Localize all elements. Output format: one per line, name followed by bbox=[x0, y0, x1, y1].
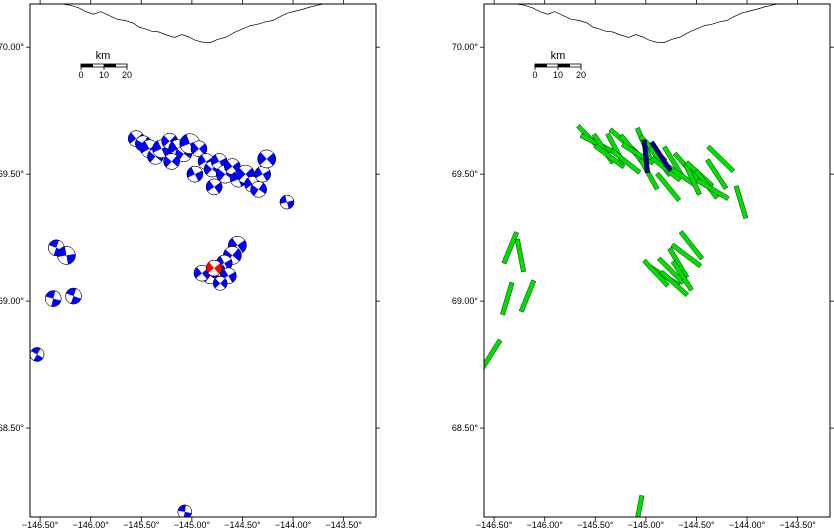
lat-tick-label: 69.50° bbox=[0, 169, 24, 179]
scale-bar: km 0 10 20 bbox=[532, 50, 586, 80]
focal-mechanism bbox=[45, 290, 62, 307]
coastline-layer bbox=[62, 4, 324, 43]
coastline-layer bbox=[516, 4, 778, 43]
focal-mechanism bbox=[212, 276, 228, 291]
lat-tick-label: 69.00° bbox=[0, 296, 24, 306]
strike-map: 70.00° 69.50° 69.00° 68.50° −146.50° −146.00°… bbox=[452, 0, 834, 530]
scale-label-0: 0 bbox=[78, 70, 83, 80]
strike-bar bbox=[655, 171, 682, 202]
focal-mechanism-layer bbox=[30, 130, 295, 517]
lat-tick-label: 69.50° bbox=[452, 169, 479, 179]
strike-bar-highlight bbox=[649, 140, 673, 173]
strike-bar bbox=[635, 495, 645, 517]
strike-bar bbox=[695, 177, 730, 201]
strike-bar-layer bbox=[484, 124, 749, 517]
scale-bar: km 0 10 20 bbox=[78, 50, 132, 80]
focal-mechanism bbox=[65, 287, 82, 305]
lon-tick-label: −143.50° bbox=[779, 520, 816, 530]
strike-bar bbox=[609, 148, 642, 175]
focal-mechanism-map: 70.00° 69.50° 69.00° 68.50° −146.50° −146.00°… bbox=[0, 0, 380, 530]
strike-bar bbox=[501, 231, 519, 265]
strike-bar bbox=[650, 155, 682, 183]
lat-tick-label: 68.50° bbox=[452, 423, 479, 433]
scale-label-10: 10 bbox=[553, 70, 563, 80]
axis-ticks: 70.00° 69.50° 69.00° 68.50° −146.50° −146.00°… bbox=[0, 0, 380, 530]
scale-label-0: 0 bbox=[532, 70, 537, 80]
lon-tick-label: −145.00° bbox=[174, 520, 211, 530]
lon-tick-label: −144.00° bbox=[729, 520, 766, 530]
strike-bar bbox=[642, 258, 670, 288]
axis-ticks: 70.00° 69.50° 69.00° 68.50° −146.50° −146.00°… bbox=[452, 0, 834, 530]
focal-mechanism bbox=[215, 254, 233, 272]
strike-bar bbox=[659, 269, 690, 297]
strike-bar bbox=[670, 259, 694, 292]
lon-tick-label: −145.50° bbox=[577, 520, 614, 530]
focal-mechanism bbox=[250, 181, 267, 198]
coastline bbox=[516, 4, 778, 43]
focal-mechanism bbox=[190, 140, 208, 158]
focal-mechanism bbox=[205, 178, 223, 196]
lat-tick-label: 70.00° bbox=[452, 42, 479, 52]
lon-tick-label: −146.00° bbox=[73, 520, 110, 530]
strike-bar bbox=[678, 230, 705, 261]
focal-mechanism bbox=[254, 165, 271, 183]
strike-bar bbox=[683, 162, 702, 196]
lon-tick-label: −146.50° bbox=[22, 520, 59, 530]
strike-bar bbox=[733, 185, 749, 219]
strike-bar bbox=[484, 338, 503, 371]
strike-bar bbox=[500, 281, 515, 316]
lon-tick-label: −144.50° bbox=[678, 520, 715, 530]
scale-label-20: 20 bbox=[576, 70, 586, 80]
focal-mechanism bbox=[205, 259, 223, 277]
lon-tick-label: −145.00° bbox=[628, 520, 665, 530]
strike-bar bbox=[518, 279, 537, 313]
strike-bar-highlight bbox=[641, 139, 650, 174]
lat-tick-label: 69.00° bbox=[452, 296, 479, 306]
strike-bar bbox=[705, 158, 729, 190]
strike-bar bbox=[514, 238, 527, 273]
lon-tick-label: −143.50° bbox=[325, 520, 362, 530]
lon-tick-label: −146.00° bbox=[527, 520, 564, 530]
scale-bar-title: km bbox=[96, 50, 111, 62]
map-frame bbox=[483, 3, 831, 518]
focal-mechanism bbox=[30, 347, 45, 362]
lon-tick-label: −145.50° bbox=[123, 520, 160, 530]
lat-tick-label: 68.50° bbox=[0, 423, 24, 433]
lon-tick-label: −146.50° bbox=[476, 520, 513, 530]
focal-mechanism bbox=[177, 504, 193, 517]
focal-mechanism bbox=[186, 165, 204, 183]
map-frame bbox=[29, 3, 377, 518]
scale-label-20: 20 bbox=[122, 70, 132, 80]
scale-bar-title: km bbox=[551, 50, 566, 62]
lon-tick-label: −144.00° bbox=[275, 520, 312, 530]
strike-bar bbox=[656, 256, 686, 285]
lat-tick-label: 70.00° bbox=[0, 42, 24, 52]
coastline bbox=[62, 4, 324, 43]
focal-mechanism bbox=[257, 149, 276, 169]
strike-bar bbox=[706, 144, 736, 174]
strike-bar bbox=[670, 242, 703, 269]
focal-mechanism bbox=[279, 194, 295, 210]
strike-bar bbox=[593, 143, 626, 170]
lon-tick-label: −144.50° bbox=[224, 520, 261, 530]
scale-label-10: 10 bbox=[99, 70, 109, 80]
focal-mechanism bbox=[163, 153, 180, 170]
focal-mechanism bbox=[57, 246, 76, 265]
